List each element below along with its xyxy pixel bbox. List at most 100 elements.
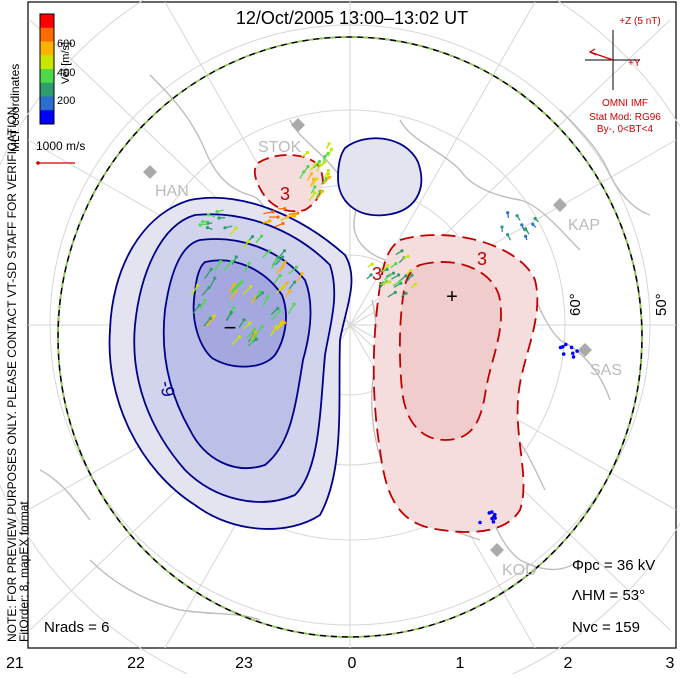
velocity-vector-origin: [238, 335, 241, 338]
velocity-vector-origin: [397, 273, 400, 276]
velocity-vector-origin: [198, 304, 201, 307]
mlt-axis-tick-label: 0: [348, 655, 357, 672]
velocity-vector-origin: [394, 262, 397, 265]
velocity-vector-origin: [572, 355, 576, 359]
velocity-vector-origin: [493, 513, 497, 517]
velocity-vector-origin: [310, 172, 313, 175]
contour-label-pos-c: 3: [477, 249, 487, 269]
velocity-vector-origin: [570, 346, 574, 350]
stat-vector-count: Nvc = 159: [572, 619, 640, 636]
colorbar-segment: [40, 69, 54, 83]
colorbar-segment: [40, 42, 54, 56]
colorbar-segment: [40, 97, 54, 111]
velocity-vector-origin: [201, 220, 204, 223]
contour-label-pos-b: 3: [372, 264, 382, 284]
mlt-axis-tick-label: 2: [564, 655, 573, 672]
velocity-vector-origin: [312, 178, 315, 181]
velocity-vector-origin: [278, 310, 281, 313]
velocity-vector-origin: [492, 520, 496, 524]
velocity-vector-origin: [269, 219, 272, 222]
contour-label-pos-a: 3: [280, 184, 290, 204]
velocity-vector-origin: [409, 269, 412, 272]
velocity-vector-origin: [281, 256, 284, 259]
station-label-kod: KOD: [502, 562, 537, 579]
velocity-vector-origin: [500, 225, 503, 228]
imf-model-line3: By-, 0<BT<4: [597, 124, 654, 135]
vector-scale-label: 1000 m/s: [36, 139, 85, 153]
velocity-vector-origin: [506, 233, 509, 236]
velocity-vector-origin: [223, 226, 226, 229]
velocity-vector-origin: [261, 291, 264, 294]
velocity-vector-origin: [206, 226, 209, 229]
velocity-vector-origin: [561, 345, 565, 349]
velocity-colorbar: [40, 14, 54, 125]
velocity-vector-origin: [392, 272, 395, 275]
velocity-vector-origin: [293, 281, 296, 284]
velocity-vector-origin: [203, 299, 206, 302]
mlt-axis-tick-label: 22: [127, 655, 145, 672]
mlt-axis-tick-label: 3: [666, 655, 675, 672]
velocity-vector-origin: [247, 240, 250, 243]
velocity-vector-origin: [571, 352, 575, 356]
velocity-vector-origin: [217, 216, 220, 219]
velocity-vector-origin: [524, 235, 527, 238]
velocity-vector-origin: [318, 160, 321, 163]
vector-scale-origin: [36, 161, 40, 165]
imf-y-label: +Y: [628, 58, 641, 69]
velocity-vector-origin: [196, 284, 199, 287]
velocity-vector-origin: [253, 328, 256, 331]
velocity-vector-origin: [398, 280, 401, 283]
negative-cell-minor: [338, 138, 421, 215]
velocity-vector-origin: [534, 217, 537, 220]
velocity-vector-origin: [388, 280, 391, 283]
velocity-vector-origin: [478, 521, 482, 525]
velocity-vector-origin: [400, 249, 403, 252]
velocity-vector-origin: [207, 213, 210, 216]
velocity-vector-origin: [330, 148, 333, 151]
velocity-vector-origin: [315, 177, 318, 180]
velocity-vector-origin: [520, 223, 523, 226]
mlt-axis-tick-label: 23: [235, 655, 253, 672]
velocity-vector-origin: [276, 216, 279, 219]
velocity-vector-origin: [488, 511, 492, 515]
velocity-vector-origin: [248, 262, 251, 265]
stat-hm-latitude: ΛHM = 53°: [572, 587, 645, 604]
velocity-vector-origin: [266, 295, 269, 298]
velocity-vector-origin: [295, 212, 298, 215]
velocity-vector-origin: [276, 307, 279, 310]
colorbar-segment: [40, 55, 54, 69]
velocity-vector-origin: [327, 142, 330, 145]
velocity-vector-origin: [235, 255, 238, 258]
velocity-vector-origin: [405, 292, 408, 295]
velocity-vector-origin: [235, 227, 238, 230]
velocity-vector-origin: [251, 235, 254, 238]
velocity-vector-origin: [283, 249, 286, 252]
velocity-vector-origin: [292, 303, 295, 306]
velocity-vector-origin: [414, 283, 417, 286]
velocity-vector-origin: [199, 223, 202, 226]
fit-order-note: FitOrder: 8, mapEX format: [17, 501, 31, 642]
velocity-vector-origin: [283, 261, 286, 264]
velocity-vector-origin: [254, 331, 257, 334]
velocity-vector-origin: [306, 151, 309, 154]
station-label-kap: KAP: [568, 217, 600, 234]
velocity-vector-origin: [302, 170, 305, 173]
velocity-vector-origin: [295, 266, 298, 269]
lat-label-60: 60°: [567, 293, 584, 316]
colorbar-segment: [40, 28, 54, 42]
velocity-vector-origin: [318, 164, 321, 167]
imf-model-line1: OMNI IMF: [602, 98, 648, 109]
velocity-vector-origin: [324, 155, 327, 158]
velocity-vector-origin: [300, 272, 303, 275]
velocity-vector-origin: [506, 211, 509, 214]
colorbar-segment: [40, 14, 54, 28]
velocity-vector-origin: [283, 207, 286, 210]
coordinates-note: MLT coordinates: [8, 64, 22, 152]
station-label-han: HAN: [155, 183, 189, 200]
velocity-vector-origin: [328, 176, 331, 179]
potential-max-marker: +: [446, 286, 458, 308]
velocity-vector-origin: [404, 274, 407, 277]
velocity-vector-origin: [327, 169, 330, 172]
